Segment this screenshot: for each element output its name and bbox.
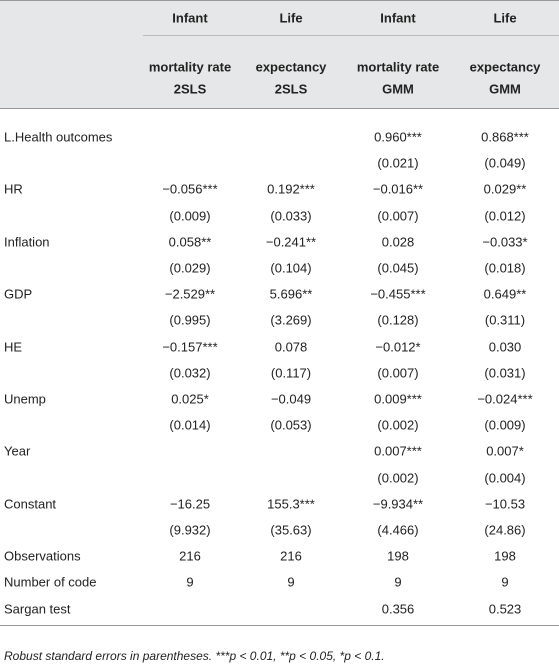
table-cell: (0.117) (270, 365, 312, 381)
column-subheader: GMM (382, 81, 414, 97)
table-cell: −0.241** (265, 234, 317, 250)
row-label: HR (4, 181, 23, 197)
table-cell: (0.018) (484, 260, 526, 276)
table-cell: −0.012* (375, 339, 421, 355)
header-split-rule (143, 35, 559, 36)
table-cell: (35.63) (270, 522, 312, 538)
table-cell: 0.356 (381, 601, 415, 617)
table-cell: 216 (280, 548, 302, 564)
row-label: Observations (4, 548, 81, 564)
table-cell: 0.960*** (374, 129, 422, 145)
table-cell: 0.009*** (374, 391, 422, 407)
table-cell: (9.932) (169, 522, 211, 538)
table-cell: (3.269) (270, 312, 312, 328)
column-subheader: GMM (489, 81, 521, 97)
table-cell: (0.053) (270, 417, 312, 433)
table-cell: 0.007* (486, 443, 524, 459)
row-label: GDP (4, 286, 33, 302)
row-label: Sargan test (4, 601, 71, 617)
table-cell: −0.056*** (162, 181, 218, 197)
table-cell: −0.016** (372, 181, 424, 197)
table-cell: (0.031) (484, 365, 526, 381)
table-cell: −16.25 (169, 496, 211, 512)
table-cell: (0.007) (377, 208, 419, 224)
table-cell: 0.028 (381, 234, 415, 250)
table-cell: 9 (186, 574, 194, 590)
table-cell: −0.024*** (477, 391, 533, 407)
table-cell: 0.007*** (374, 443, 422, 459)
column-header: Infant (172, 10, 208, 26)
table-cell: 0.078 (274, 339, 308, 355)
column-subheader: mortality rate (148, 59, 232, 75)
row-label: Year (4, 443, 31, 459)
column-header: Life (279, 10, 303, 26)
row-label: Constant (4, 496, 57, 512)
table-cell: 0.192*** (267, 181, 315, 197)
table-cell: (0.033) (270, 208, 312, 224)
row-label: Inflation (4, 234, 50, 250)
table-cell: −0.157*** (162, 339, 218, 355)
header-background (0, 0, 559, 108)
table-cell: −0.033* (482, 234, 528, 250)
table-cell: (0.007) (377, 365, 419, 381)
table-cell: (0.104) (270, 260, 312, 276)
table-cell: (0.049) (484, 155, 526, 171)
table-cell: (0.002) (377, 417, 419, 433)
column-subheader: mortality rate (356, 59, 440, 75)
table-cell: −9.934** (372, 496, 424, 512)
table-cell: 0.025* (171, 391, 209, 407)
column-header: Infant (380, 10, 416, 26)
table-cell: (0.995) (169, 312, 211, 328)
table-cell: (4.466) (377, 522, 419, 538)
table-cell: (0.009) (169, 208, 211, 224)
table-cell: (0.032) (169, 365, 211, 381)
row-label: HE (4, 339, 23, 355)
table-cell: 0.649** (483, 286, 527, 302)
table-cell: 0.868*** (481, 129, 529, 145)
table-cell: 0.029** (483, 181, 527, 197)
column-header: Life (493, 10, 517, 26)
table-cell: −0.455*** (370, 286, 426, 302)
top-rule (0, 0, 559, 1)
table-cell: (0.311) (484, 312, 526, 328)
table-cell: −2.529** (164, 286, 216, 302)
table-cell: 0.523 (488, 601, 522, 617)
header-rule (0, 108, 559, 109)
table-cell: 198 (387, 548, 409, 564)
row-label: Unemp (4, 391, 46, 407)
table-cell: 198 (494, 548, 516, 564)
table-cell: 0.030 (488, 339, 522, 355)
row-label: Number of code (4, 574, 97, 590)
table-cell: 9 (501, 574, 509, 590)
table-cell: (0.002) (377, 470, 419, 486)
bottom-rule (0, 625, 559, 626)
column-subheader: 2SLS (173, 81, 207, 97)
column-subheader: expectancy (469, 59, 541, 75)
table-cell: 9 (287, 574, 295, 590)
table-cell: (0.128) (377, 312, 419, 328)
table-cell: −10.53 (484, 496, 526, 512)
table-cell: (0.021) (377, 155, 419, 171)
table-cell: (24.86) (484, 522, 526, 538)
table-cell: 155.3*** (267, 496, 315, 512)
table-cell: −0.049 (270, 391, 312, 407)
table-cell: 216 (179, 548, 201, 564)
column-subheader: expectancy (255, 59, 327, 75)
table-cell: 5.696** (269, 286, 313, 302)
table-cell: 0.058** (168, 234, 212, 250)
table-cell: (0.045) (377, 260, 419, 276)
table-cell: (0.029) (169, 260, 211, 276)
row-label: L.Health outcomes (4, 129, 113, 145)
table-cell: (0.014) (169, 417, 211, 433)
table-cell: (0.012) (484, 208, 526, 224)
table-cell: (0.004) (484, 470, 526, 486)
column-subheader: 2SLS (274, 81, 308, 97)
table-cell: 9 (394, 574, 402, 590)
table-cell: (0.009) (484, 417, 526, 433)
footnote: Robust standard errors in parentheses. *… (4, 649, 385, 663)
